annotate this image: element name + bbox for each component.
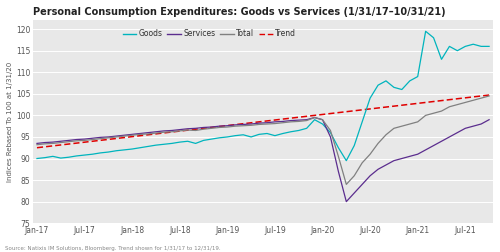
Legend: Goods, Services, Total, Trend: Goods, Services, Total, Trend [120,26,299,42]
Y-axis label: Indices Rebased To 100 at 1/31/20: Indices Rebased To 100 at 1/31/20 [7,62,13,182]
Text: Personal Consumption Expenditures: Goods vs Services (1/31/17–10/31/21): Personal Consumption Expenditures: Goods… [33,7,446,17]
Text: Source: Natixis IM Solutions, Bloomberg. Trend shown for 1/31/17 to 12/31/19.: Source: Natixis IM Solutions, Bloomberg.… [5,246,220,251]
